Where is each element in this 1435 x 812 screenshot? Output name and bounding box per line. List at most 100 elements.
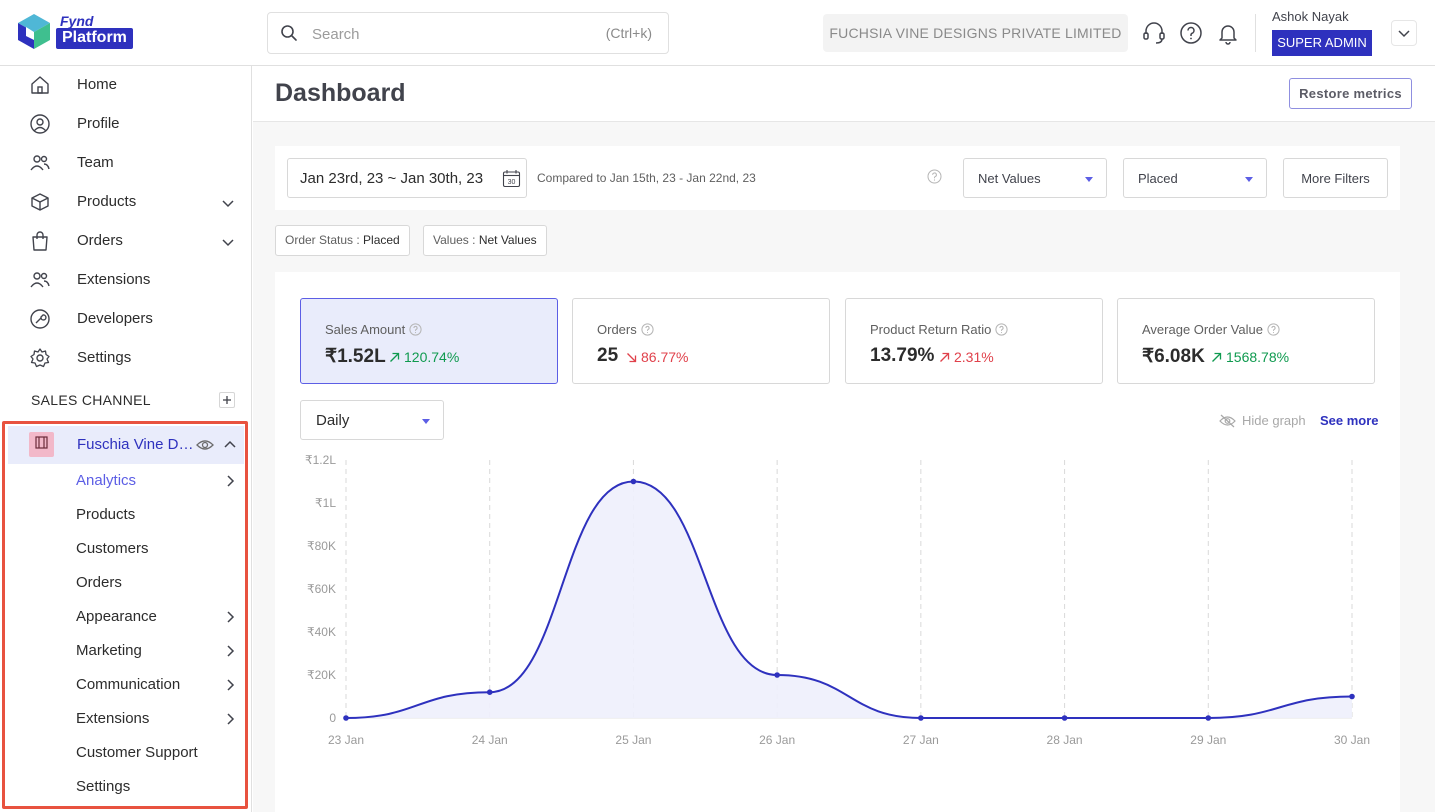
sidebar-item-label: Team — [77, 154, 114, 171]
filter-chip-values[interactable]: Values : Net Values — [423, 225, 547, 256]
eye-icon[interactable] — [196, 437, 214, 453]
chevron-down-icon — [222, 200, 234, 208]
calendar-day: 30 — [508, 179, 516, 186]
sales-channel-highlight — [2, 421, 248, 809]
logo-text-fynd: Fynd — [60, 13, 94, 29]
topbar-divider — [1255, 14, 1256, 52]
channel-subitem-products[interactable]: Products — [8, 498, 244, 532]
metric-value: ₹1.52L — [325, 346, 386, 367]
chip-value: Placed — [363, 233, 400, 247]
subitem-label: Marketing — [76, 642, 142, 659]
channel-subitem-orders[interactable]: Orders — [8, 566, 244, 600]
support-icon[interactable] — [1141, 20, 1167, 46]
subitem-label: Appearance — [76, 608, 157, 625]
metric-change-text: 120.74% — [404, 349, 460, 365]
channel-subitem-customer-support[interactable]: Customer Support — [8, 736, 244, 770]
arrow-down-right-icon — [627, 353, 637, 363]
sidebar-item-label: Settings — [77, 349, 132, 366]
sidebar-item-settings[interactable]: Settings — [0, 339, 250, 378]
sidebar-item-extensions[interactable]: Extensions — [0, 261, 250, 300]
subitem-label: Orders — [76, 574, 122, 591]
subitem-label: Analytics — [76, 472, 137, 489]
chevron-right-icon — [227, 611, 235, 623]
chip-key: Order Status : — [285, 233, 364, 247]
metric-card-orders[interactable]: Orders 25 86.77% — [572, 298, 830, 384]
filter-bar: Jan 23rd, 23 ~ Jan 30th, 23 30 Compared … — [275, 146, 1400, 210]
restore-metrics-button[interactable]: Restore metrics — [1289, 78, 1412, 109]
metric-card-average-order-value[interactable]: Average Order Value ₹6.08K 1568.78% — [1117, 298, 1375, 384]
subitem-label: Extensions — [76, 710, 150, 727]
value-type-select[interactable]: Net Values — [963, 158, 1107, 198]
sidebar-item-developers[interactable]: Developers — [0, 300, 250, 339]
channel-subitem-marketing[interactable]: Marketing — [8, 634, 244, 668]
help-icon[interactable] — [1178, 20, 1204, 46]
bell-icon[interactable] — [1215, 20, 1241, 46]
chip-key: Values : — [433, 233, 479, 247]
sales-channel-item[interactable]: Fuschia Vine De... — [8, 426, 244, 464]
search-bar[interactable]: (Ctrl+k) — [267, 12, 669, 54]
chevron-right-icon — [227, 475, 235, 487]
search-input[interactable] — [312, 23, 582, 45]
sidebar-item-team[interactable]: Team — [0, 144, 250, 183]
dropdown-caret-icon — [1245, 177, 1253, 182]
gear-icon — [30, 348, 50, 368]
data-point — [918, 715, 924, 721]
user-menu-button[interactable] — [1391, 20, 1417, 46]
sales-chart: 0 ₹20K ₹40K ₹60K ₹80K ₹1L ₹1.2L 23 Jan 24 Jan 25 … — [275, 452, 1400, 752]
sidebar-item-label: Profile — [77, 115, 120, 132]
period-select[interactable]: Daily — [300, 400, 444, 440]
data-point — [1349, 693, 1355, 700]
subitem-label: Products — [76, 506, 136, 523]
more-filters-button[interactable]: More Filters — [1283, 158, 1388, 198]
date-range-picker[interactable]: Jan 23rd, 23 ~ Jan 30th, 23 30 — [287, 158, 527, 198]
series-area — [346, 481, 1352, 718]
sidebar-item-profile[interactable]: Profile — [0, 105, 250, 144]
sidebar-item-orders[interactable]: Orders — [0, 222, 250, 261]
sidebar-item-products[interactable]: Products — [0, 183, 250, 222]
channel-subitem-customers[interactable]: Customers — [8, 532, 244, 566]
comparison-range-text: Compared to Jan 15th, 23 - Jan 22nd, 23 — [537, 171, 756, 185]
metric-change-text: 86.77% — [641, 349, 689, 365]
channel-subitem-analytics[interactable]: Analytics — [8, 464, 244, 498]
metric-value: ₹6.08K — [1142, 346, 1205, 367]
metric-card-product-return-ratio[interactable]: Product Return Ratio 13.79% 2.31% — [845, 298, 1103, 384]
data-point — [1205, 715, 1212, 721]
sidebar-item-home[interactable]: Home — [0, 66, 250, 105]
series-line — [345, 480, 1353, 719]
company-selector[interactable]: FUCHSIA VINE DESIGNS PRIVATE LIMITED — [823, 14, 1128, 52]
sidebar: Home Profile Team Products Orders Extens… — [0, 66, 252, 812]
metric-title-text: Average Order Value — [1142, 322, 1263, 337]
add-sales-channel-button[interactable] — [219, 392, 235, 408]
chevron-down-icon — [222, 239, 234, 247]
metric-change: 1568.78% — [1211, 349, 1289, 365]
chevron-right-icon — [227, 645, 235, 657]
fynd-platform-logo[interactable]: Fynd Platform — [16, 12, 156, 52]
channel-subitem-appearance[interactable]: Appearance — [8, 600, 244, 634]
x-tick-label: 29 Jan — [1190, 733, 1226, 747]
channel-subitem-communication[interactable]: Communication — [8, 668, 244, 702]
hide-graph-label: Hide graph — [1242, 413, 1306, 428]
metric-card-sales-amount[interactable]: Sales Amount ₹1.52L 120.74% — [300, 298, 558, 384]
chevron-up-icon[interactable] — [222, 437, 238, 453]
channel-subitem-extensions[interactable]: Extensions — [8, 702, 244, 736]
profile-icon — [30, 114, 50, 134]
data-point — [774, 672, 780, 678]
x-tick-label: 30 Jan — [1334, 733, 1370, 747]
order-status-select[interactable]: Placed — [1123, 158, 1267, 198]
arrow-up-right-icon — [940, 352, 950, 362]
help-icon[interactable] — [927, 169, 942, 184]
subitem-label: Customer Support — [76, 744, 198, 761]
y-tick-label: ₹40K — [307, 625, 336, 639]
see-more-link[interactable]: See more — [1320, 413, 1379, 428]
filter-chip-order-status[interactable]: Order Status : Placed — [275, 225, 410, 256]
chevron-right-icon — [227, 713, 235, 725]
extensions-icon — [30, 272, 50, 288]
search-icon — [281, 25, 297, 41]
help-icon — [1267, 323, 1280, 336]
hide-graph-toggle[interactable]: Hide graph — [1219, 412, 1307, 430]
bag-icon — [32, 231, 48, 251]
y-tick-label: ₹60K — [307, 582, 336, 596]
arrow-up-right-icon — [390, 352, 400, 362]
channel-logo-thumbnail — [29, 432, 54, 457]
channel-subitem-settings[interactable]: Settings — [8, 770, 244, 804]
